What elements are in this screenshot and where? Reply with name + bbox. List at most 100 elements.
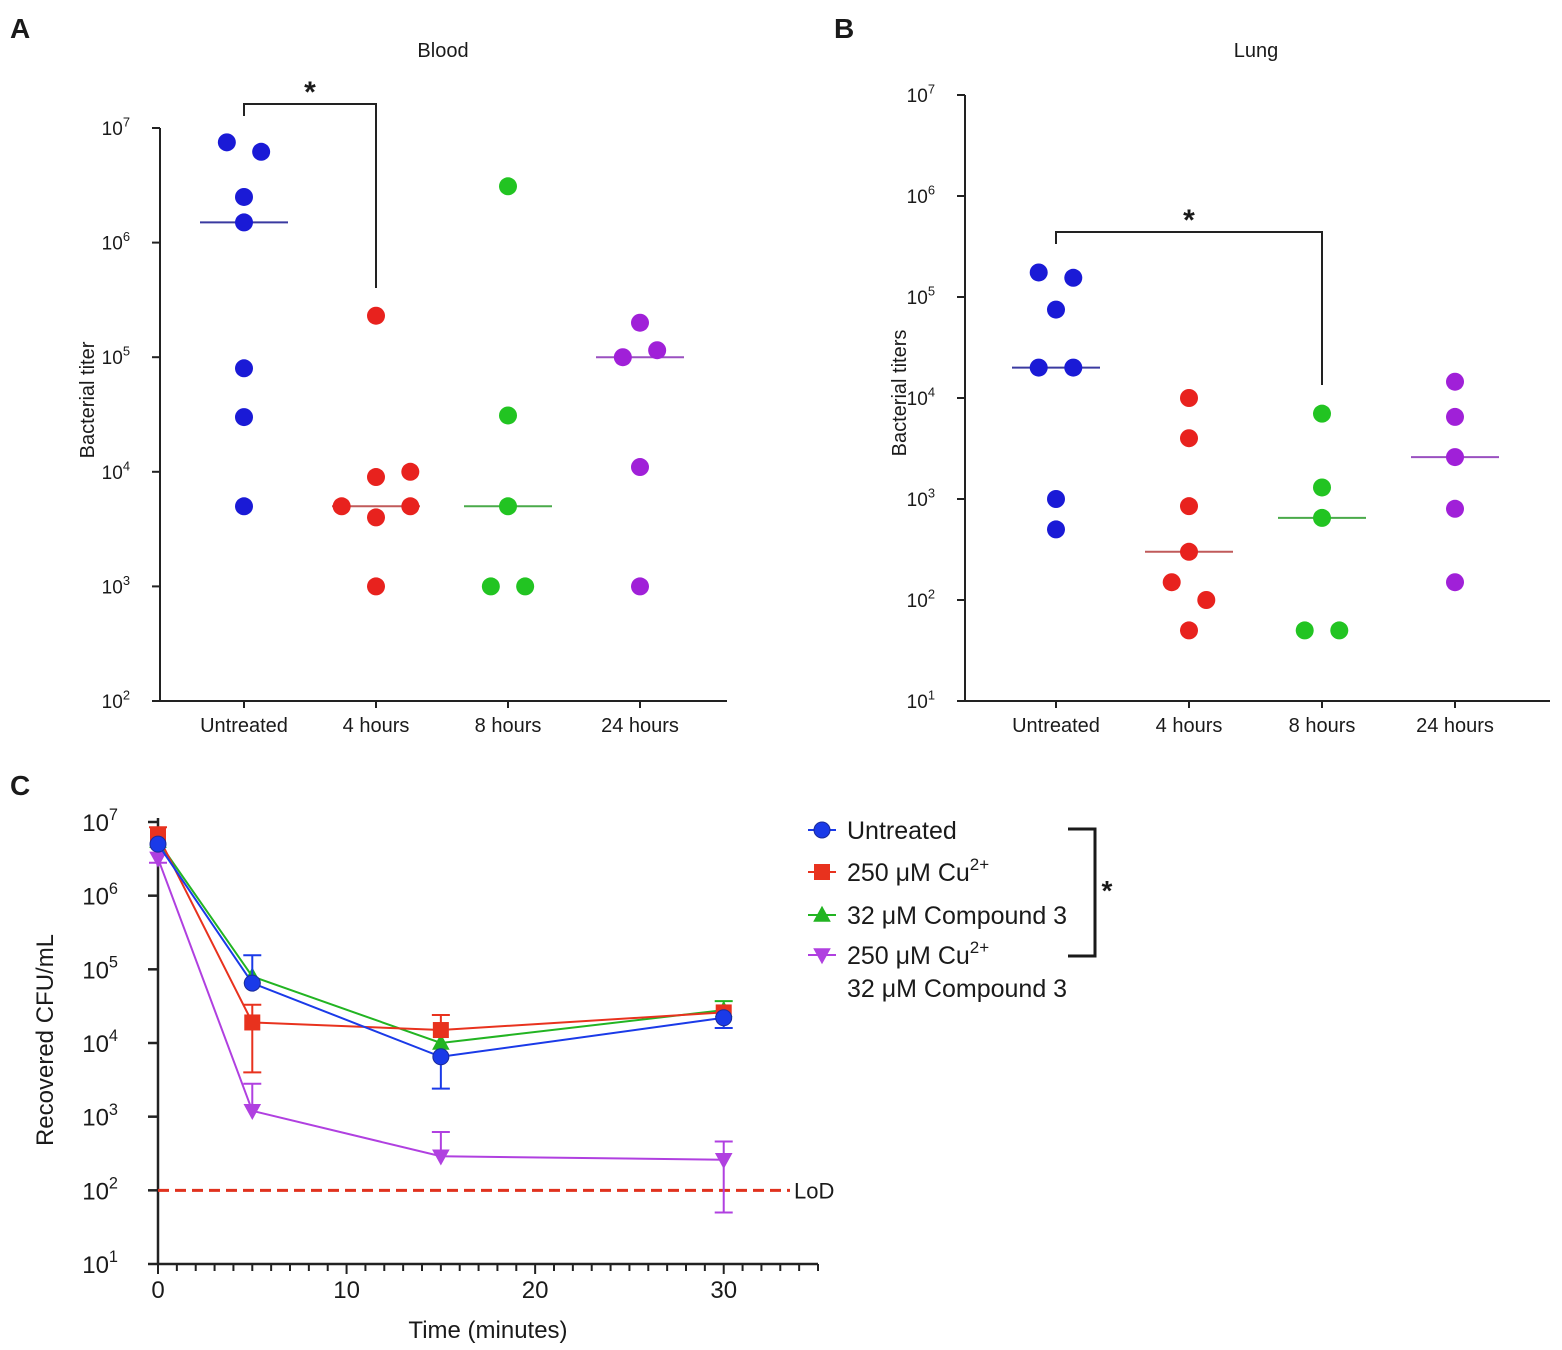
y-tick-label: 104	[82, 1027, 118, 1058]
series-line	[157, 843, 724, 1058]
axes-lung	[964, 95, 1550, 702]
marker-triangle-down	[243, 1104, 262, 1121]
data-point	[1197, 591, 1216, 609]
marker-square	[432, 1022, 449, 1039]
data-point	[631, 458, 649, 477]
chart-blood: Blood Bacterial titer 102 103 104 105 106 107…	[77, 40, 727, 737]
data-point	[1047, 300, 1065, 319]
marker-triangle-up	[432, 1033, 450, 1050]
data-point	[332, 497, 351, 516]
data-point	[1180, 389, 1198, 407]
y-tick-label: 104	[907, 384, 935, 410]
marker-square	[814, 864, 830, 880]
y-tick-label: 101	[907, 687, 935, 713]
series-4	[149, 851, 733, 1214]
data-point	[252, 142, 271, 161]
y-ticks-lung: 101 102 103 104 105 106 107	[907, 81, 965, 713]
marker-circle	[149, 835, 167, 853]
data-point	[235, 187, 253, 206]
significance-blood: *	[243, 76, 377, 288]
x-categories-lung: Untreated 4 hours 8 hours 24 hours	[1012, 701, 1494, 737]
y-tick-label: 104	[102, 458, 130, 484]
data-point	[516, 577, 535, 596]
y-tick-label: 103	[82, 1101, 118, 1132]
legend-label: 32 μM Compound 3	[847, 902, 1067, 930]
axes-blood	[159, 128, 727, 702]
data-point	[1029, 358, 1048, 377]
legend-item-4: 250 μM Cu2+ 32 μM Compound 3	[808, 938, 1067, 1003]
data-point	[1295, 621, 1314, 640]
y-axis-label-lung: Bacterial titers	[889, 330, 911, 457]
series-1	[149, 835, 733, 1090]
y-tick-label: 105	[102, 344, 130, 370]
y-axis-label-blood: Bacterial titer	[77, 341, 99, 458]
x-categories-blood: Untreated 4 hours 8 hours 24 hours	[200, 701, 679, 737]
y-tick-label: 107	[102, 114, 130, 140]
x-tick-label: 24 hours	[601, 715, 679, 737]
y-tick-label: 106	[82, 880, 118, 911]
data-point	[235, 213, 253, 232]
legend-label: 250 μM Cu2+	[847, 855, 989, 887]
lod-label: LoD	[794, 1178, 834, 1203]
legend-bracket	[1068, 827, 1097, 958]
series-time-course	[149, 826, 733, 1214]
data-point	[1446, 448, 1464, 467]
legend-label: Untreated	[847, 817, 957, 845]
data-point	[1446, 407, 1464, 426]
data-point	[367, 577, 385, 596]
data-point	[235, 408, 253, 427]
marker-triangle-down	[149, 851, 167, 868]
chart-title-lung: Lung	[1234, 40, 1279, 62]
data-point	[367, 508, 385, 527]
y-tick-label: 106	[907, 182, 935, 208]
axes-time-course	[156, 818, 818, 1266]
data-point	[1446, 573, 1464, 592]
legend-significance-star: *	[1102, 875, 1113, 906]
chart-lung: Lung Bacterial titers 101 102 103 104 105 106…	[889, 40, 1550, 737]
data-point	[631, 313, 649, 332]
data-point	[1446, 499, 1464, 518]
y-tick-label: 102	[82, 1175, 118, 1206]
data-point	[1064, 358, 1083, 377]
data-point	[1047, 520, 1065, 539]
legend-label-line2: 32 μM Compound 3	[847, 975, 1067, 1003]
y-tick-label: 107	[82, 806, 118, 837]
y-tick-label: 107	[907, 81, 935, 107]
data-point	[1313, 508, 1331, 527]
data-point	[1162, 573, 1181, 592]
series-line	[157, 840, 724, 1045]
x-tick-label: 24 hours	[1416, 715, 1494, 737]
y-ticks-time-course: 101 102 103 104 105 106 107	[82, 806, 158, 1279]
legend-item-1: Untreated	[808, 817, 957, 845]
data-point	[401, 462, 420, 481]
marker-triangle-down	[714, 1152, 733, 1169]
data-point	[1180, 497, 1198, 516]
marker-square	[244, 1014, 261, 1031]
marker-triangle-up	[813, 905, 831, 922]
significance-bracket	[1055, 231, 1323, 385]
x-tick-label: 8 hours	[1289, 715, 1356, 737]
marker-triangle-down	[813, 948, 831, 965]
data-point	[1313, 404, 1331, 423]
data-point	[401, 497, 420, 516]
series-line	[157, 858, 724, 1161]
y-tick-label: 101	[82, 1248, 118, 1279]
significance-star-blood: *	[304, 76, 316, 109]
marker-circle	[432, 1048, 450, 1066]
y-tick-label: 102	[102, 687, 130, 713]
data-point	[1446, 372, 1464, 391]
data-point	[499, 177, 517, 196]
series-line	[157, 835, 724, 1032]
x-tick-label: 4 hours	[343, 715, 410, 737]
data-point	[235, 359, 253, 378]
marker-circle	[813, 821, 831, 839]
y-ticks-blood: 102 103 104 105 106 107	[102, 114, 160, 713]
data-point	[1180, 542, 1198, 561]
data-point	[1313, 478, 1331, 497]
points-lung	[1029, 263, 1464, 640]
legend-label: 250 μM Cu2+	[847, 938, 989, 970]
data-point	[499, 406, 517, 425]
x-axis-label-time-course: Time (minutes)	[408, 1317, 567, 1344]
significance-bracket	[243, 103, 377, 288]
